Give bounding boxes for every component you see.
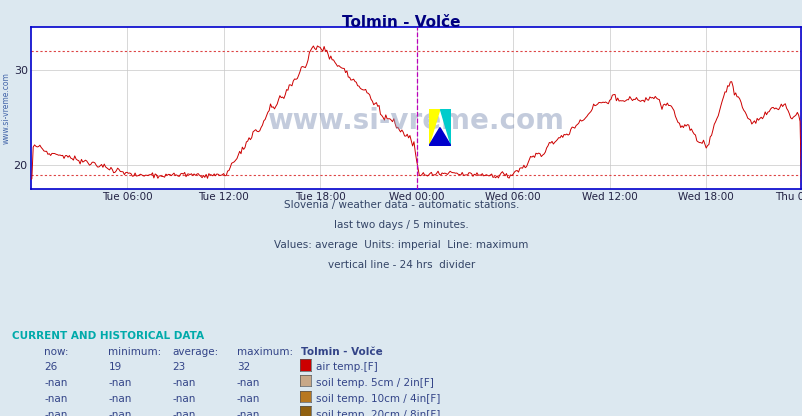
Text: -nan: -nan — [237, 378, 260, 388]
Text: www.si-vreme.com: www.si-vreme.com — [2, 72, 11, 144]
Text: average:: average: — [172, 347, 219, 357]
Text: -nan: -nan — [44, 394, 67, 404]
Text: 19: 19 — [108, 362, 122, 372]
Text: last two days / 5 minutes.: last two days / 5 minutes. — [334, 220, 468, 230]
Text: soil temp. 20cm / 8in[F]: soil temp. 20cm / 8in[F] — [316, 410, 440, 416]
Polygon shape — [428, 128, 451, 146]
Polygon shape — [439, 109, 451, 146]
Text: maximum:: maximum: — [237, 347, 293, 357]
Text: soil temp. 5cm / 2in[F]: soil temp. 5cm / 2in[F] — [316, 378, 434, 388]
Text: -nan: -nan — [237, 394, 260, 404]
Text: -nan: -nan — [237, 410, 260, 416]
Text: -nan: -nan — [172, 394, 196, 404]
Text: -nan: -nan — [44, 410, 67, 416]
Text: Tolmin - Volče: Tolmin - Volče — [301, 347, 383, 357]
Text: 23: 23 — [172, 362, 186, 372]
Text: Values: average  Units: imperial  Line: maximum: Values: average Units: imperial Line: ma… — [274, 240, 528, 250]
Text: Tolmin - Volče: Tolmin - Volče — [342, 15, 460, 30]
Text: -nan: -nan — [172, 410, 196, 416]
Text: air temp.[F]: air temp.[F] — [316, 362, 378, 372]
Text: minimum:: minimum: — [108, 347, 161, 357]
Text: Slovenia / weather data - automatic stations.: Slovenia / weather data - automatic stat… — [283, 200, 519, 210]
Text: 26: 26 — [44, 362, 58, 372]
Text: -nan: -nan — [108, 394, 132, 404]
Text: -nan: -nan — [172, 378, 196, 388]
Text: 32: 32 — [237, 362, 250, 372]
Text: vertical line - 24 hrs  divider: vertical line - 24 hrs divider — [327, 260, 475, 270]
Text: www.si-vreme.com: www.si-vreme.com — [267, 107, 564, 135]
Text: -nan: -nan — [44, 378, 67, 388]
Text: -nan: -nan — [108, 378, 132, 388]
Text: CURRENT AND HISTORICAL DATA: CURRENT AND HISTORICAL DATA — [12, 331, 204, 341]
Polygon shape — [428, 109, 439, 146]
Text: now:: now: — [44, 347, 69, 357]
Text: soil temp. 10cm / 4in[F]: soil temp. 10cm / 4in[F] — [316, 394, 440, 404]
Text: -nan: -nan — [108, 410, 132, 416]
